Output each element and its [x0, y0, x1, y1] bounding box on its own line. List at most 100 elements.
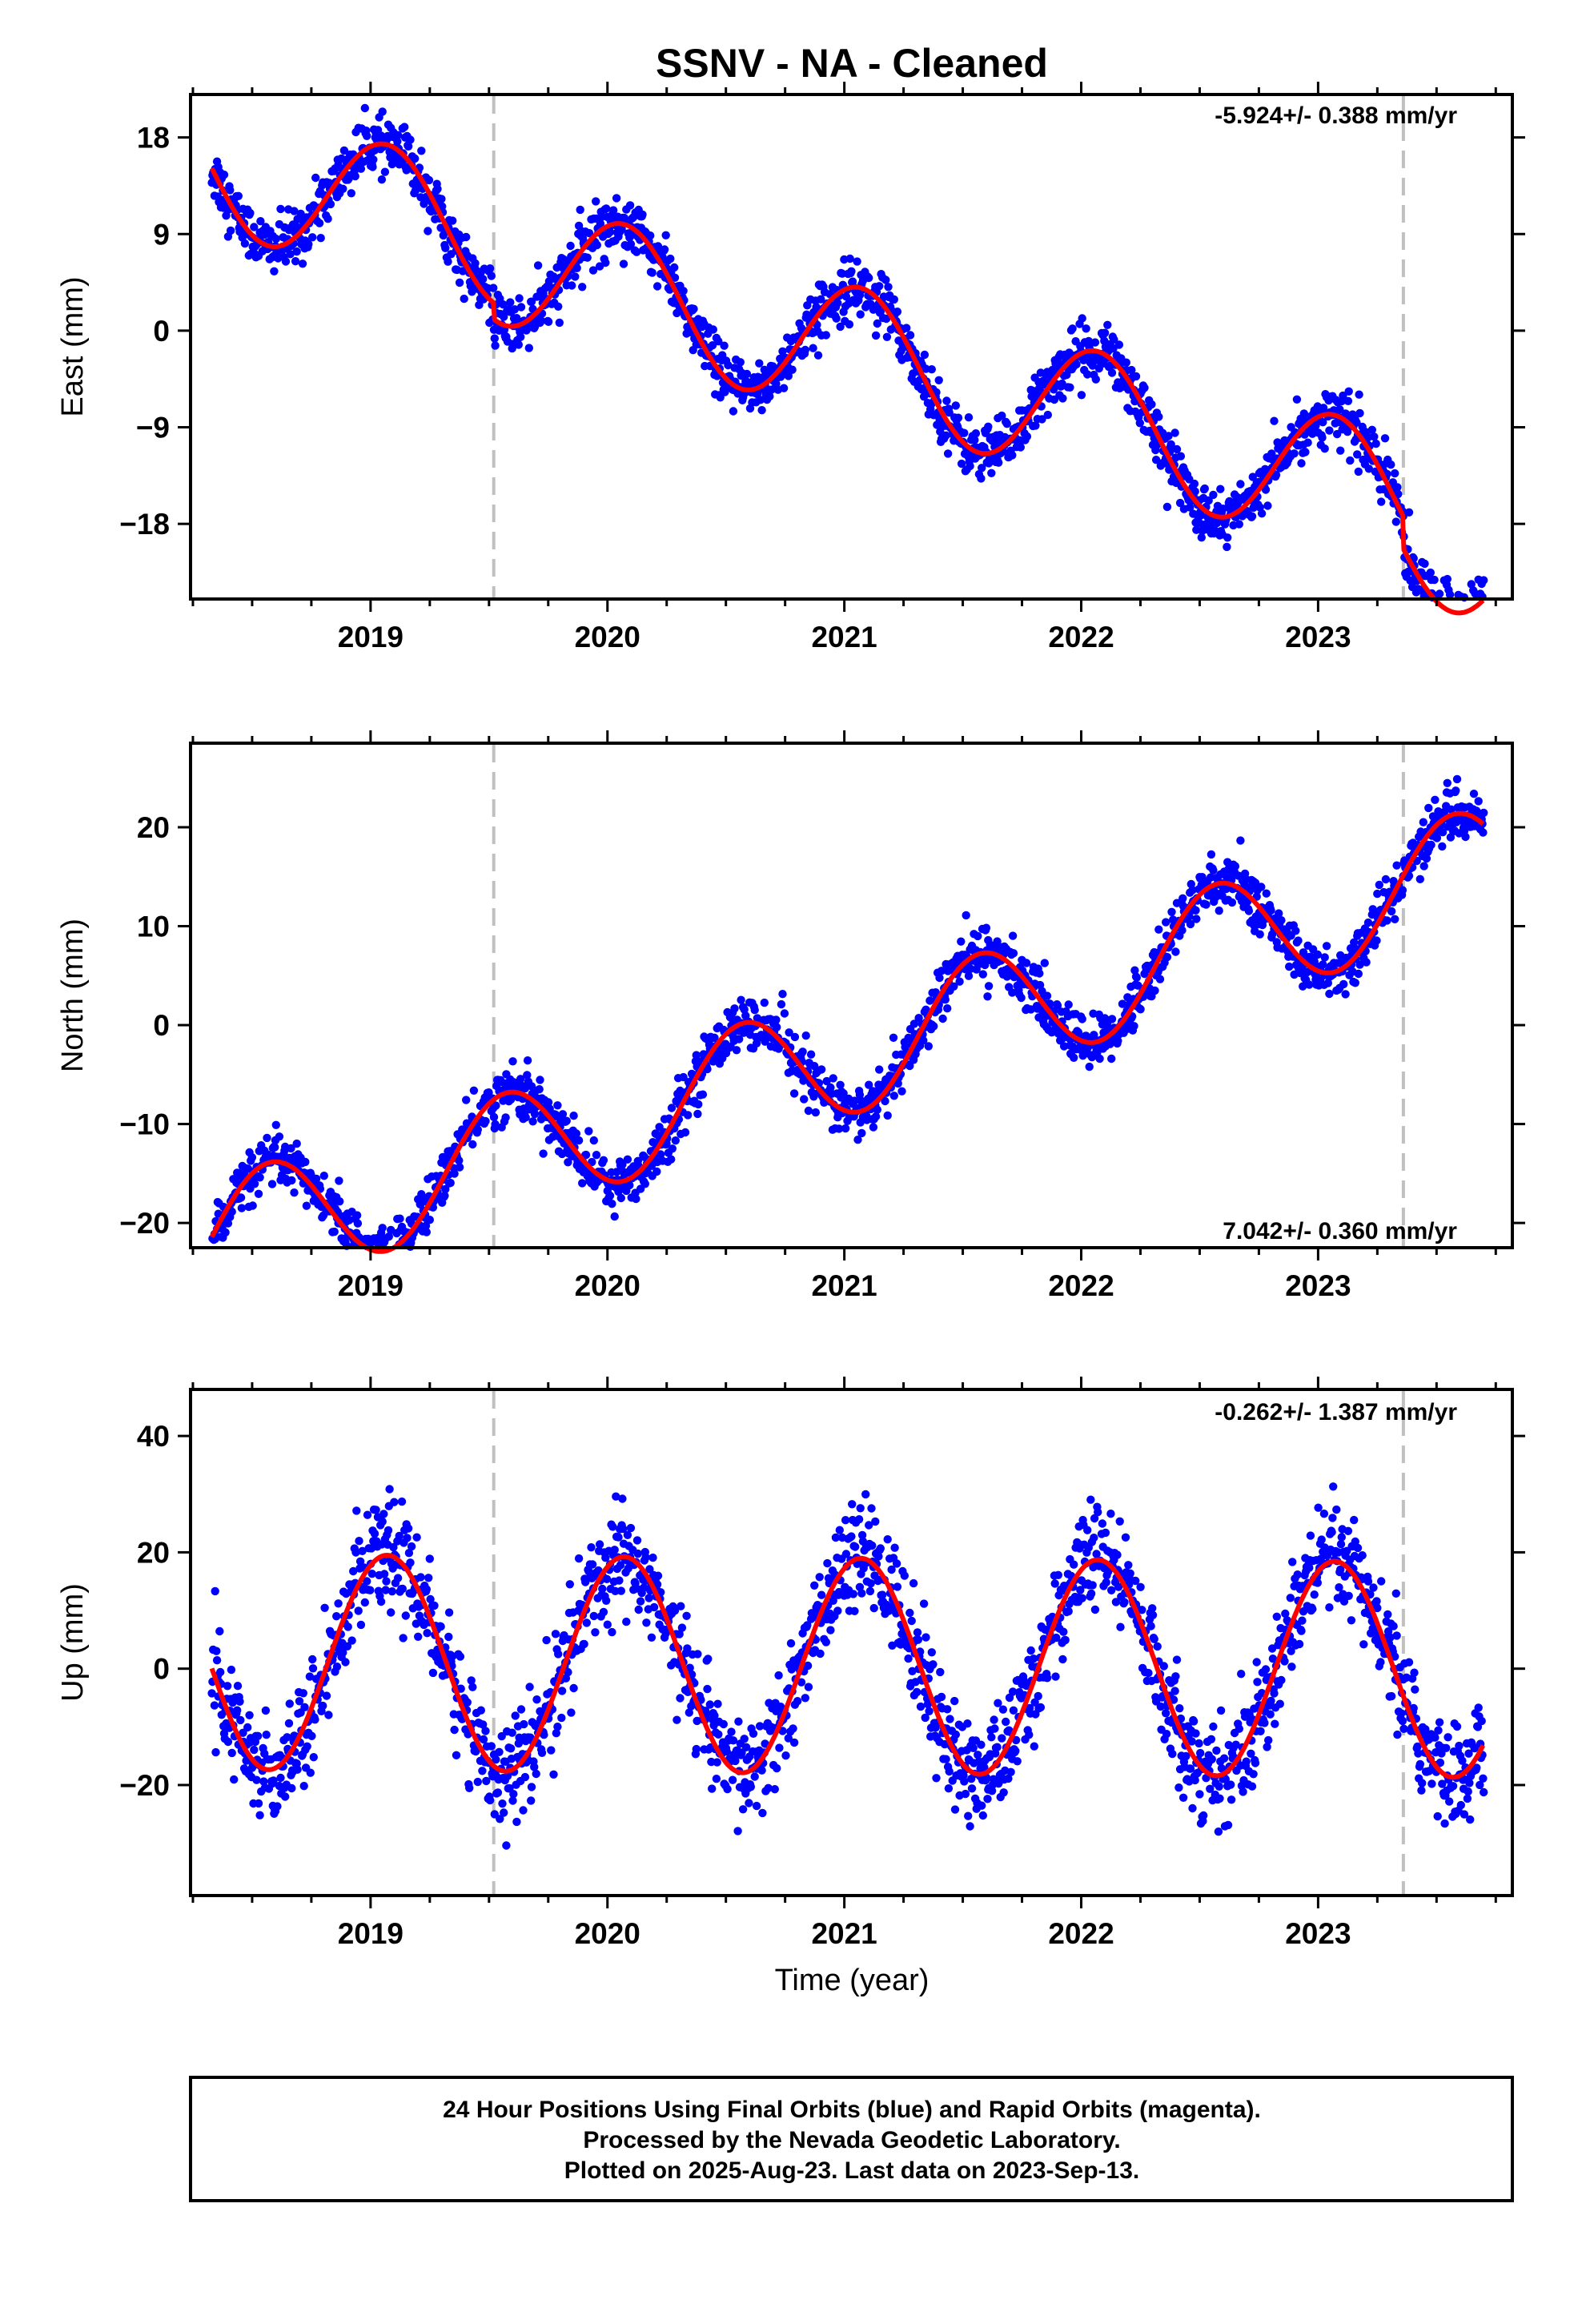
north-data-point: [871, 1112, 881, 1121]
up-data-point: [641, 1553, 650, 1562]
north-data-point: [930, 1022, 938, 1031]
north-data-point: [1064, 1000, 1073, 1009]
north-data-point: [287, 1176, 296, 1185]
east-data-point: [1301, 448, 1310, 456]
up-data-point: [983, 1795, 992, 1803]
up-data-point: [343, 1622, 352, 1631]
up-data-point: [414, 1632, 423, 1641]
north-y-tick-label: 10: [137, 911, 170, 943]
north-rate-label: 7.042+/- 0.360 mm/yr: [1223, 1218, 1457, 1244]
north-data-point: [865, 1080, 873, 1089]
north-data-point: [817, 1065, 826, 1074]
north-data-point: [1392, 861, 1401, 870]
north-data-point: [937, 967, 946, 975]
north-data-point: [481, 1116, 490, 1126]
north-data-point: [950, 982, 958, 991]
north-data-point: [1008, 931, 1018, 940]
east-data-point: [1480, 576, 1488, 585]
east-data-point: [942, 396, 951, 405]
east-y-tick-label: −9: [136, 412, 170, 444]
east-data-point: [1170, 428, 1179, 437]
up-data-point: [273, 1802, 282, 1811]
east-data-point: [544, 317, 553, 326]
up-data-point: [974, 1751, 982, 1759]
north-data-point: [581, 1150, 591, 1160]
up-data-point: [406, 1558, 415, 1567]
up-data-point: [527, 1796, 536, 1805]
up-data-point: [512, 1817, 521, 1827]
east-data-point: [444, 257, 452, 266]
north-data-point: [421, 1221, 431, 1230]
up-data-point: [729, 1736, 738, 1745]
east-data-point: [1166, 440, 1175, 449]
east-data-point: [927, 365, 937, 374]
east-data-point: [393, 137, 402, 146]
east-data-point: [1209, 490, 1218, 500]
east-data-point: [356, 164, 366, 173]
east-data-point: [584, 229, 594, 238]
east-data-point: [479, 275, 488, 283]
east-data-point: [490, 334, 499, 343]
up-data-point: [815, 1573, 824, 1582]
up-data-point: [987, 1733, 996, 1742]
north-data-point: [267, 1180, 277, 1188]
north-data-point: [1042, 991, 1052, 1000]
east-data-point: [1355, 408, 1364, 418]
up-data-point: [741, 1743, 751, 1751]
east-data-point: [351, 171, 359, 181]
up-data-point: [366, 1586, 375, 1594]
east-data-point: [856, 310, 865, 319]
north-data-point: [974, 931, 982, 941]
up-data-point: [653, 1571, 663, 1580]
east-data-point: [323, 215, 332, 223]
east-data-point: [524, 344, 533, 352]
east-data-point: [515, 294, 524, 303]
east-data-point: [853, 257, 861, 266]
north-data-point: [785, 1028, 793, 1037]
east-data-point: [960, 428, 969, 437]
up-data-point: [719, 1719, 728, 1729]
up-data-point: [211, 1747, 220, 1757]
up-data-point: [951, 1730, 961, 1739]
east-data-point: [315, 219, 324, 227]
up-data-point: [993, 1743, 1002, 1751]
up-data-point: [532, 1769, 540, 1779]
north-data-point: [1424, 803, 1433, 813]
up-data-point: [964, 1811, 973, 1820]
up-data-point: [407, 1542, 416, 1551]
up-data-point: [639, 1583, 648, 1592]
up-data-point: [376, 1597, 386, 1606]
east-data-point: [884, 283, 893, 292]
north-data-point: [1275, 909, 1283, 918]
north-data-point: [732, 1046, 741, 1055]
north-data-point: [223, 1219, 233, 1228]
up-data-point: [599, 1607, 608, 1617]
east-data-point: [1002, 420, 1012, 428]
up-data-point: [849, 1590, 858, 1598]
up-data-point: [358, 1546, 367, 1556]
north-data-point: [492, 1101, 500, 1110]
up-data-point: [551, 1630, 560, 1638]
north-data-point: [1130, 966, 1139, 975]
east-data-point: [339, 146, 349, 155]
north-data-point: [468, 1140, 477, 1149]
east-data-point: [462, 232, 471, 242]
up-data-point: [648, 1553, 657, 1562]
up-data-point: [598, 1584, 607, 1594]
up-data-point: [428, 1668, 438, 1678]
east-data-point: [250, 223, 259, 231]
up-data-point: [861, 1490, 870, 1499]
east-data-point: [845, 320, 854, 329]
north-data-point: [271, 1143, 279, 1152]
north-data-point: [1085, 1062, 1094, 1072]
east-data-point: [714, 337, 723, 346]
up-data-point: [622, 1617, 631, 1626]
up-data-point: [223, 1682, 232, 1691]
up-data-point: [444, 1632, 453, 1642]
north-data-point: [462, 1096, 471, 1104]
north-data-point: [1017, 993, 1026, 1003]
up-data-point: [823, 1558, 832, 1568]
east-data-point: [516, 332, 525, 341]
north-data-point: [875, 1065, 884, 1074]
